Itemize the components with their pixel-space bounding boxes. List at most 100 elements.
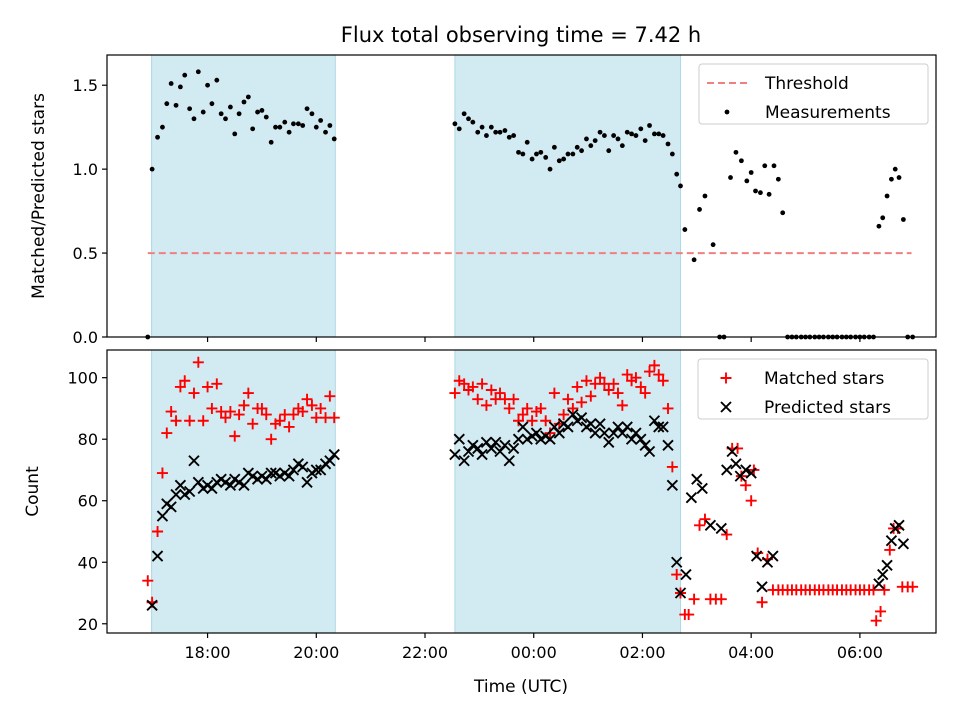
data-point-predicted-stars — [183, 485, 196, 498]
data-point-measurements — [160, 124, 165, 130]
data-point-matched-stars — [699, 513, 711, 525]
data-point-matched-stars — [562, 393, 574, 405]
data-point-measurements — [232, 131, 238, 137]
data-point-measurements — [547, 166, 553, 172]
data-point-measurements — [484, 133, 489, 138]
data-point-measurements — [579, 148, 584, 154]
data-point-matched-stars — [671, 569, 683, 581]
data-point-predicted-stars — [146, 599, 158, 611]
data-point-predicted-stars — [612, 421, 624, 433]
data-point-predicted-stars — [750, 550, 763, 562]
data-point-matched-stars — [907, 581, 919, 593]
data-point-measurements — [200, 109, 206, 115]
data-point-matched-stars — [179, 375, 191, 387]
data-point-matched-stars — [740, 479, 752, 491]
data-point-matched-stars — [274, 415, 286, 427]
data-point-measurements — [896, 175, 902, 180]
data-point-predicted-stars — [512, 433, 525, 445]
data-point-predicted-stars — [885, 535, 898, 547]
data-point-matched-stars — [567, 402, 579, 414]
data-point-measurements — [892, 166, 898, 172]
data-point-measurements — [177, 84, 183, 90]
data-point-predicted-stars — [594, 418, 606, 430]
data-point-matched-stars — [612, 387, 624, 399]
x-tick-label: 18:00 — [185, 643, 231, 662]
data-point-matched-stars — [598, 378, 610, 390]
data-point-measurements — [538, 149, 544, 155]
data-point-measurements — [588, 143, 594, 149]
data-point-matched-stars — [756, 596, 768, 608]
data-point-predicted-stars — [721, 464, 733, 476]
y-tick-label: 20 — [78, 615, 98, 634]
data-point-measurements — [164, 101, 170, 107]
data-point-measurements — [682, 227, 688, 232]
data-point-matched-stars — [324, 390, 336, 402]
data-point-measurements — [470, 119, 476, 125]
data-point-measurements — [227, 104, 233, 110]
data-point-matched-stars — [256, 402, 268, 414]
data-point-measurements — [771, 163, 777, 169]
data-point-matched-stars — [233, 409, 245, 421]
data-point-measurements — [624, 129, 630, 135]
data-point-measurements — [309, 111, 315, 117]
data-point-matched-stars — [265, 433, 277, 445]
data-point-measurements — [629, 131, 634, 137]
data-point-matched-stars — [503, 402, 515, 414]
data-point-predicted-stars — [881, 559, 893, 571]
data-point-measurements — [529, 156, 535, 162]
data-point-matched-stars — [635, 381, 647, 393]
data-point-matched-stars — [476, 378, 488, 390]
legend: Threshold Measurements — [698, 63, 929, 125]
data-point-measurements — [300, 123, 306, 128]
data-point-measurements — [602, 133, 607, 138]
legend-label: Measurements — [765, 103, 891, 123]
data-point-matched-stars — [480, 399, 492, 411]
data-point-matched-stars — [165, 406, 177, 418]
data-point-matched-stars — [540, 415, 552, 427]
data-point-measurements — [889, 176, 894, 182]
data-point-measurements — [775, 176, 781, 182]
data-point-measurements — [884, 193, 890, 199]
data-point-measurements — [456, 126, 462, 132]
data-point-matched-stars — [467, 381, 479, 393]
data-point-predicted-stars — [507, 442, 520, 455]
data-point-matched-stars — [215, 406, 227, 418]
data-point-matched-stars — [630, 372, 642, 384]
data-point-matched-stars — [328, 412, 340, 424]
y-axis-label: Count — [23, 466, 43, 517]
y-tick-label: 60 — [78, 492, 98, 511]
data-point-measurements — [218, 111, 224, 117]
data-point-measurements — [452, 121, 458, 127]
y-tick-label: 1.5 — [73, 76, 98, 95]
legend-box — [697, 358, 929, 420]
data-point-predicted-stars — [691, 473, 703, 485]
data-point-matched-stars — [621, 369, 633, 381]
data-point-matched-stars — [306, 399, 318, 411]
data-point-matched-stars — [548, 387, 560, 399]
data-point-matched-stars — [666, 461, 678, 473]
data-point-measurements — [678, 183, 683, 189]
data-point-matched-stars — [184, 415, 196, 427]
data-point-matched-stars — [310, 412, 322, 424]
data-point-measurements — [191, 116, 197, 122]
data-point-measurements — [597, 129, 603, 135]
data-point-matched-stars — [283, 421, 295, 433]
data-point-measurements — [323, 129, 328, 135]
data-point-predicted-stars — [544, 433, 556, 445]
data-point-measurements — [511, 133, 517, 138]
lower-panel: 20 40 60 80 100 18:00 20:00 22:00 00:00 02:00 04:0… — [23, 349, 937, 662]
data-point-predicted-stars — [283, 470, 295, 482]
data-point-matched-stars — [657, 375, 669, 387]
y-axis-label: Matched/Predicted stars — [29, 93, 49, 299]
data-point-predicted-stars — [704, 519, 717, 532]
data-point-measurements — [516, 149, 521, 155]
data-point-matched-stars — [870, 615, 882, 627]
legend-label: Threshold — [764, 74, 849, 94]
data-point-matched-stars — [315, 402, 327, 414]
legend-label: Predicted stars — [764, 398, 891, 418]
x-tick-label: 00:00 — [511, 643, 557, 662]
data-point-predicted-stars — [453, 433, 465, 445]
data-point-measurements — [268, 139, 274, 145]
data-point-measurements — [738, 158, 744, 164]
data-point-predicted-stars — [671, 556, 683, 568]
